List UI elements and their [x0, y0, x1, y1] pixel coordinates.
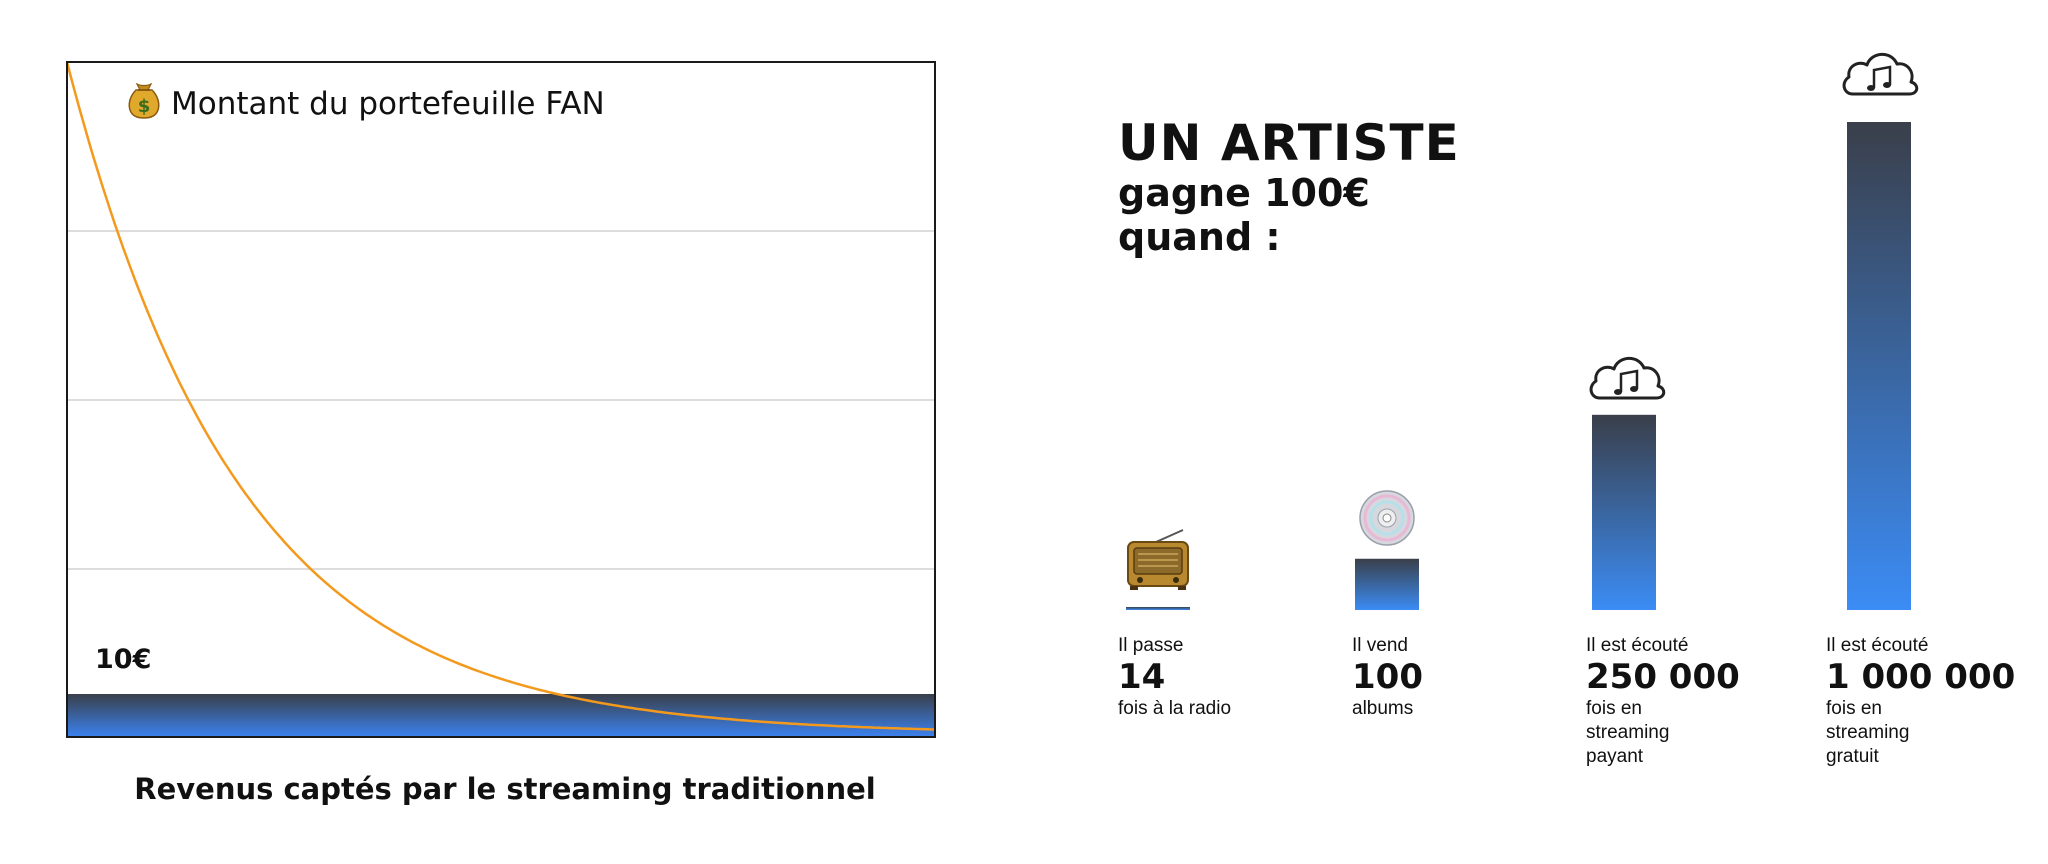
svg-text:$: $ — [138, 96, 151, 117]
bar — [1592, 414, 1656, 610]
bar-label: Il vend 100 albums — [1352, 634, 1423, 721]
headline-line2: gagne 100€ — [1118, 171, 1370, 215]
headline: UN ARTISTE gagne 100€ quand : — [1118, 118, 1460, 256]
bar — [1126, 607, 1190, 610]
bar-label: Il est écouté 1 000 000 fois en streaming gr… — [1826, 634, 2015, 769]
bar — [1355, 558, 1419, 610]
bar-label-number: 14 — [1118, 656, 1166, 697]
bar-label-prefix: Il passe — [1118, 635, 1184, 656]
left-chart-frame — [66, 61, 936, 738]
cd-icon — [1359, 490, 1415, 546]
radio-icon — [1127, 529, 1189, 590]
bar-label-suffix: gratuit — [1826, 745, 1879, 767]
headline-line1: UN ARTISTE — [1118, 114, 1460, 172]
wallet-decay-curve — [65, 61, 936, 731]
revenue-band — [67, 694, 935, 737]
left-chart-caption: Revenus captés par le streaming traditio… — [134, 772, 876, 806]
bar-label-suffix: fois à la radio — [1118, 698, 1232, 720]
bar-label-number: 1 000 000 — [1826, 656, 2016, 697]
level-label: 10€ — [95, 644, 151, 675]
bar-label-number: 250 000 — [1586, 656, 1740, 697]
money-bag-icon: $ — [128, 82, 160, 119]
headline-line3: quand : — [1118, 215, 1281, 259]
bar-label-number: 100 — [1352, 656, 1423, 697]
bar-label-suffix: albums — [1352, 698, 1414, 720]
music-cloud-icon — [1589, 356, 1666, 400]
bar-label-suffix: fois en — [1826, 698, 1882, 720]
bar-label-prefix: Il vend — [1352, 635, 1408, 656]
music-cloud-icon — [1842, 52, 1919, 96]
bar-label-prefix: Il est écouté — [1586, 635, 1689, 656]
bar-label-suffix: payant — [1586, 745, 1644, 767]
bar-label-suffix: streaming — [1826, 722, 1910, 744]
bar-label-suffix: streaming — [1586, 722, 1670, 744]
bar — [1847, 122, 1911, 610]
bar-label: Il est écouté 250 000 fois en streaming paya… — [1586, 634, 1740, 769]
bar-label-prefix: Il est écouté — [1826, 635, 1929, 656]
bar-label-suffix: fois en — [1586, 698, 1642, 720]
bar-label: Il passe 14 fois à la radio — [1118, 634, 1231, 721]
legend-label: Montant du portefeuille FAN — [171, 86, 605, 122]
